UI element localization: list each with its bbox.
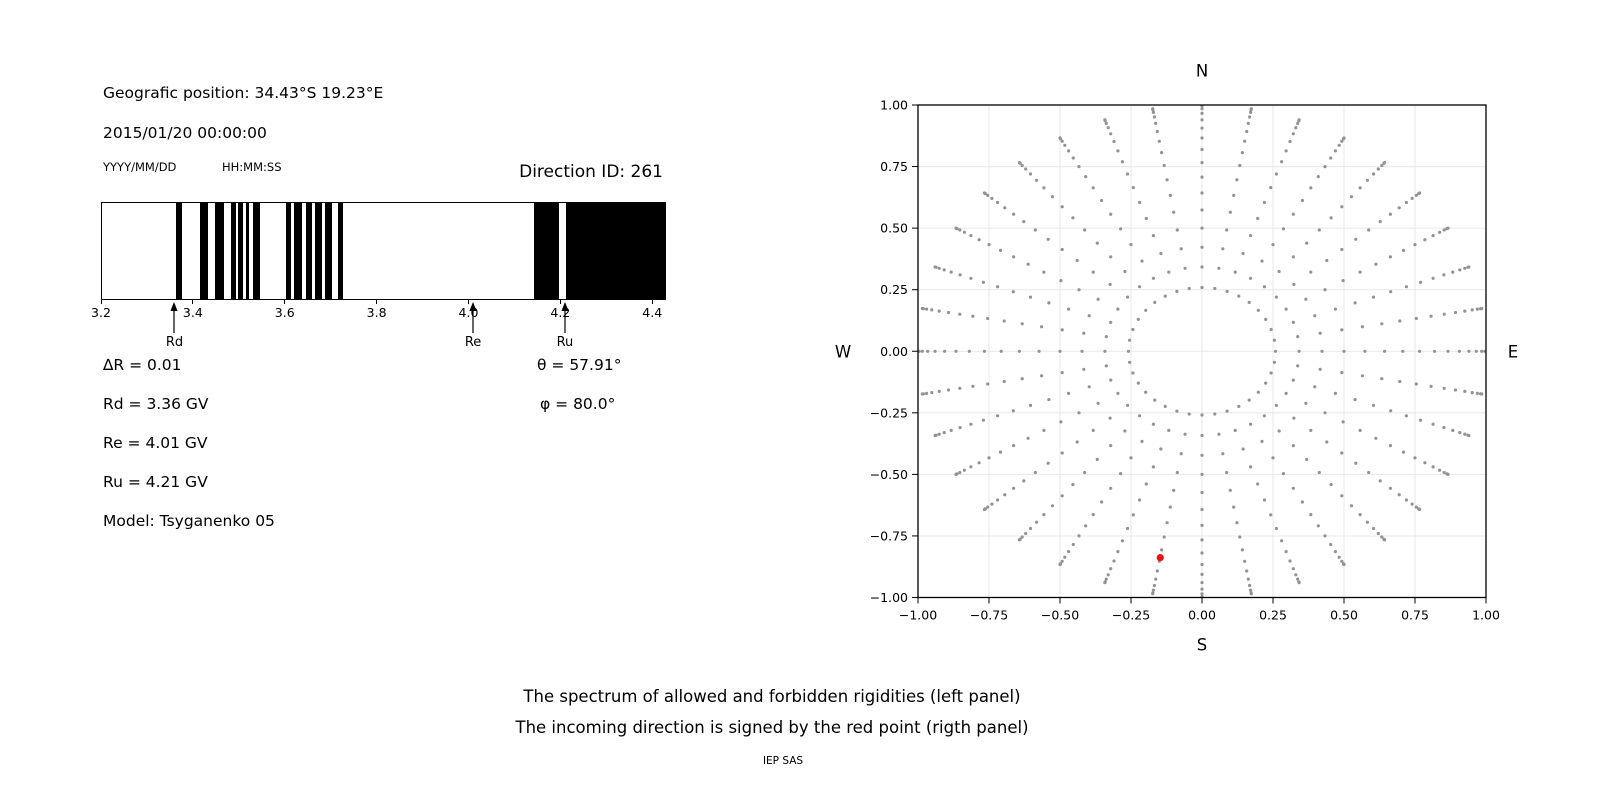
forbidden-band xyxy=(565,203,665,299)
forbidden-band xyxy=(325,203,332,299)
forbidden-band xyxy=(237,203,243,299)
forbidden-band xyxy=(315,203,322,299)
x-tick-label: −1.00 xyxy=(899,608,937,623)
forbidden-band xyxy=(337,203,344,299)
rigidity-axis-tick-label: 3.2 xyxy=(91,305,111,320)
x-tick-label: 0.75 xyxy=(1401,608,1429,623)
direction-dots xyxy=(918,105,1486,598)
rigidity-axis-tick-label: 3.8 xyxy=(366,305,387,320)
x-tick-label: −0.50 xyxy=(1041,608,1079,623)
y-tick-label: 0.50 xyxy=(880,221,908,236)
forbidden-band xyxy=(253,203,261,299)
x-tick-label: 0.00 xyxy=(1188,608,1216,623)
forbidden-band xyxy=(305,203,313,299)
compass-south-label: S xyxy=(1196,635,1208,655)
cutoff-label-Rd: Rd xyxy=(165,335,184,350)
rigidity-axis-tick xyxy=(376,300,378,304)
direction-id-label: Direction ID: 261 xyxy=(519,162,663,182)
delta-r-value: ∆R = 0.01 xyxy=(103,356,182,374)
y-tick-label: −0.75 xyxy=(870,528,908,543)
compass-west-label: W xyxy=(834,342,852,362)
y-tick-label: −0.50 xyxy=(870,467,908,482)
rigidity-axis-tick xyxy=(559,300,561,304)
x-tick-label: −0.75 xyxy=(970,608,1008,623)
forbidden-band xyxy=(533,203,560,299)
rigidity-axis-tick xyxy=(467,300,469,304)
rigidity-axis-tick-label: 4.4 xyxy=(642,305,663,320)
rigidity-axis-tick xyxy=(100,300,102,304)
rigidity-axis-tick-label: 3.4 xyxy=(182,305,203,320)
cutoff-arrow-Re xyxy=(469,302,477,333)
rigidity-axis-tick xyxy=(651,300,653,304)
geo-position-label: Geografic position: 34.43°S 19.23°E xyxy=(103,84,384,102)
forbidden-band xyxy=(293,203,303,299)
x-tick-label: 0.25 xyxy=(1259,608,1287,623)
forbidden-band xyxy=(175,203,183,299)
incoming-direction-red-point xyxy=(1156,554,1164,562)
forbidden-band xyxy=(199,203,208,299)
forbidden-band xyxy=(230,203,236,299)
axis-ticks xyxy=(912,104,1487,604)
x-tick-label: 0.50 xyxy=(1330,608,1358,623)
compass-east-label: E xyxy=(1507,342,1519,362)
caption-line-1: The spectrum of allowed and forbidden ri… xyxy=(523,687,1021,706)
y-tick-label: −1.00 xyxy=(870,590,908,605)
y-tick-label: 1.00 xyxy=(880,98,908,113)
forbidden-band xyxy=(215,203,224,299)
ru-value: Ru = 4.21 GV xyxy=(103,473,208,491)
x-tick-label: 1.00 xyxy=(1472,608,1500,623)
compass-north-label: N xyxy=(1195,61,1209,81)
phi-value: φ = 80.0° xyxy=(540,395,616,413)
forbidden-band xyxy=(285,203,292,299)
rigidity-axis-tick xyxy=(284,300,286,304)
y-tick-label: 0.00 xyxy=(880,344,908,359)
grid-lines xyxy=(918,105,1486,598)
re-value: Re = 4.01 GV xyxy=(103,434,208,452)
rigidity-axis-tick xyxy=(192,300,194,304)
cutoff-label-Re: Re xyxy=(464,335,482,350)
direction-skymap-plot: −1.00 −1.00 −0.75 −0.75 −0.50 −0.50 −0.25 −0.25… xyxy=(870,98,1500,623)
y-tick-label: −0.25 xyxy=(870,405,908,420)
model-label: Model: Tsyganenko 05 xyxy=(103,512,275,530)
cutoff-label-Ru: Ru xyxy=(556,335,574,350)
caption-line-2: The incoming direction is signed by the … xyxy=(515,718,1029,737)
time-format-label: HH:MM:SS xyxy=(222,160,282,174)
datetime-label: 2015/01/20 00:00:00 xyxy=(103,124,267,142)
axis-tick-labels: −1.00 −1.00 −0.75 −0.75 −0.50 −0.50 −0.25 −0.25… xyxy=(870,98,1500,623)
forbidden-band xyxy=(245,203,250,299)
theta-value: θ = 57.91° xyxy=(537,356,622,374)
cutoff-arrow-Ru xyxy=(561,302,569,333)
date-format-label: YYYY/MM/DD xyxy=(103,160,177,174)
y-tick-label: 0.75 xyxy=(880,159,908,174)
rd-value: Rd = 3.36 GV xyxy=(103,395,209,413)
y-tick-label: 0.25 xyxy=(880,282,908,297)
rigidity-axis-tick-label: 3.6 xyxy=(274,305,295,320)
x-tick-label: −0.25 xyxy=(1112,608,1150,623)
cutoff-arrow-Rd xyxy=(170,302,179,333)
rigidity-spectrum-barcode xyxy=(101,202,666,300)
credit-label: IEP SAS xyxy=(762,755,804,767)
